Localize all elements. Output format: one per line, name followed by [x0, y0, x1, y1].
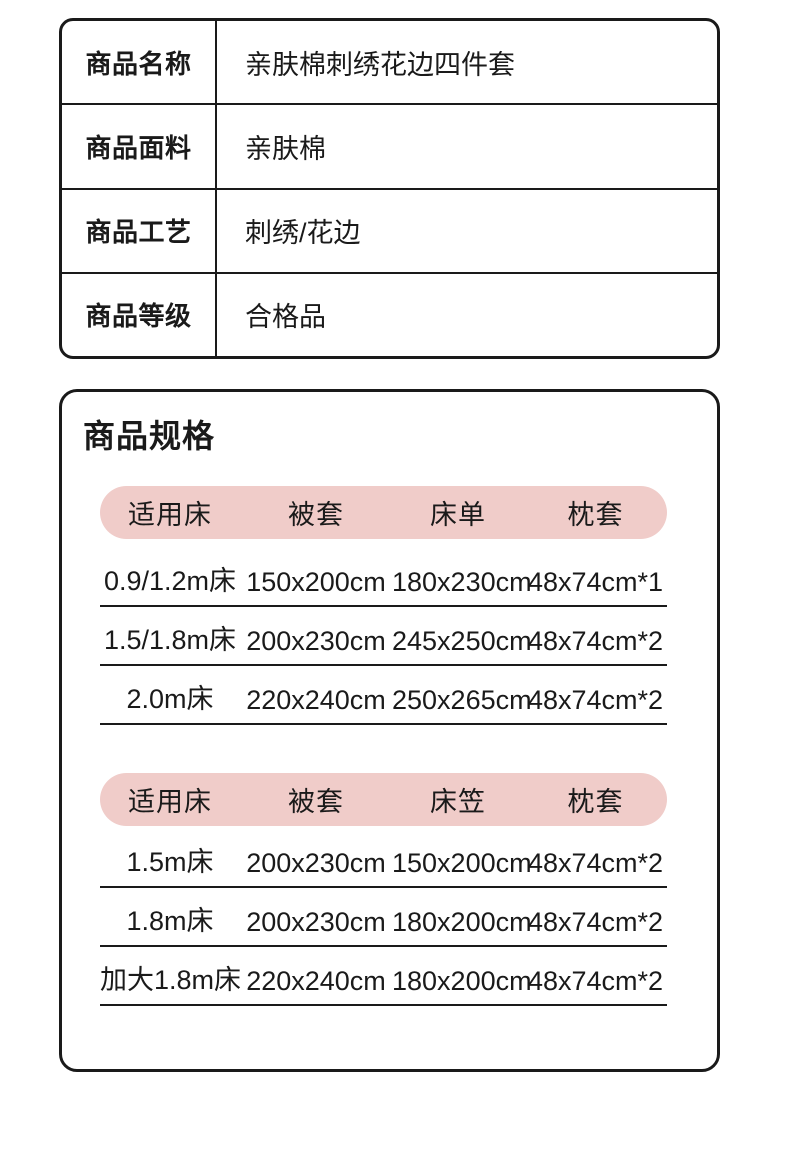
info-row-fabric: 商品面料 亲肤棉: [62, 103, 717, 188]
spec-row: 加大1.8m床 220x240cm 180x200cm 48x74cm*2: [100, 947, 667, 1006]
header-duvet-cover: 被套: [288, 787, 344, 817]
cell-pillowcase: 48x74cm*2: [527, 626, 664, 656]
spec-row: 0.9/1.2m床 150x200cm 180x230cm 48x74cm*1: [100, 548, 667, 607]
cell-fitted-sheet: 150x200cm: [392, 848, 532, 878]
cell-bed: 1.5m床: [126, 847, 214, 877]
info-value-grade: 合格品: [245, 302, 326, 333]
info-value-fabric: 亲肤棉: [245, 133, 326, 164]
header-pillowcase: 枕套: [567, 500, 624, 530]
cell-fitted-sheet: 180x200cm: [392, 907, 532, 937]
spec-table-sheet: 适用床 被套 床单 枕套 0.9/1.2m床 150x200cm 180x230…: [100, 486, 667, 725]
info-label-grade: 商品等级: [62, 273, 217, 356]
cell-flat-sheet: 180x230cm: [392, 567, 532, 597]
header-flat-sheet: 床单: [430, 500, 486, 530]
cell-pillowcase: 48x74cm*2: [527, 848, 664, 878]
cell-pillowcase: 48x74cm*2: [527, 966, 664, 996]
spec-row: 2.0m床 220x240cm 250x265cm 48x74cm*2: [100, 666, 667, 725]
cell-pillowcase: 48x74cm*2: [527, 907, 664, 937]
cell-flat-sheet: 245x250cm: [392, 626, 532, 656]
cell-duvet-cover: 220x240cm: [246, 966, 386, 996]
info-value-name: 亲肤棉刺绣花边四件套: [245, 49, 515, 80]
header-pillowcase: 枕套: [567, 787, 624, 817]
info-row-name: 商品名称 亲肤棉刺绣花边四件套: [62, 21, 717, 104]
info-row-craft: 商品工艺 刺绣/花边: [62, 187, 717, 272]
product-info-table: 商品名称 亲肤棉刺绣花边四件套 商品面料 亲肤棉 商品工艺 刺绣/花边 商品等级…: [59, 18, 720, 359]
cell-bed: 2.0m床: [126, 684, 214, 714]
cell-fitted-sheet: 180x200cm: [392, 966, 532, 996]
info-label-name: 商品名称: [62, 21, 217, 104]
specs-box: 商品规格 适用床 被套 床单 枕套 0.9/1.2m床 150x200cm 18…: [59, 389, 720, 1072]
cell-duvet-cover: 200x230cm: [246, 907, 386, 937]
cell-duvet-cover: 220x240cm: [246, 685, 386, 715]
cell-pillowcase: 48x74cm*2: [527, 685, 664, 715]
header-bed: 适用床: [128, 500, 212, 530]
header-duvet-cover: 被套: [288, 500, 344, 530]
cell-duvet-cover: 150x200cm: [246, 567, 386, 597]
spec-table-sheet-header: 适用床 被套 床单 枕套: [100, 486, 667, 539]
spec-table-fitted-rows: 1.5m床 200x230cm 150x200cm 48x74cm*2 1.8m…: [100, 826, 667, 1006]
spec-table-fitted-header: 适用床 被套 床笠 枕套: [100, 773, 667, 826]
cell-bed: 1.5/1.8m床: [103, 625, 237, 655]
specs-title: 商品规格: [83, 418, 216, 454]
spec-table-fitted: 适用床 被套 床笠 枕套 1.5m床 200x230cm 150x200cm 4…: [100, 773, 667, 1006]
cell-bed: 0.9/1.2m床: [103, 566, 237, 596]
header-bed: 适用床: [128, 787, 212, 817]
cell-flat-sheet: 250x265cm: [392, 685, 532, 715]
spec-table-sheet-rows: 0.9/1.2m床 150x200cm 180x230cm 48x74cm*1 …: [100, 539, 667, 725]
info-value-craft: 刺绣/花边: [245, 218, 361, 249]
cell-bed: 加大1.8m床: [100, 965, 242, 995]
cell-bed: 1.8m床: [126, 906, 214, 936]
cell-duvet-cover: 200x230cm: [246, 626, 386, 656]
cell-duvet-cover: 200x230cm: [246, 848, 386, 878]
spec-row: 1.5/1.8m床 200x230cm 245x250cm 48x74cm*2: [100, 607, 667, 666]
info-label-craft: 商品工艺: [62, 189, 217, 272]
header-fitted-sheet: 床笠: [430, 787, 486, 817]
spec-row: 1.5m床 200x230cm 150x200cm 48x74cm*2: [100, 829, 667, 888]
spec-row: 1.8m床 200x230cm 180x200cm 48x74cm*2: [100, 888, 667, 947]
info-row-grade: 商品等级 合格品: [62, 271, 717, 356]
cell-pillowcase: 48x74cm*1: [527, 567, 664, 597]
info-label-fabric: 商品面料: [62, 105, 217, 188]
